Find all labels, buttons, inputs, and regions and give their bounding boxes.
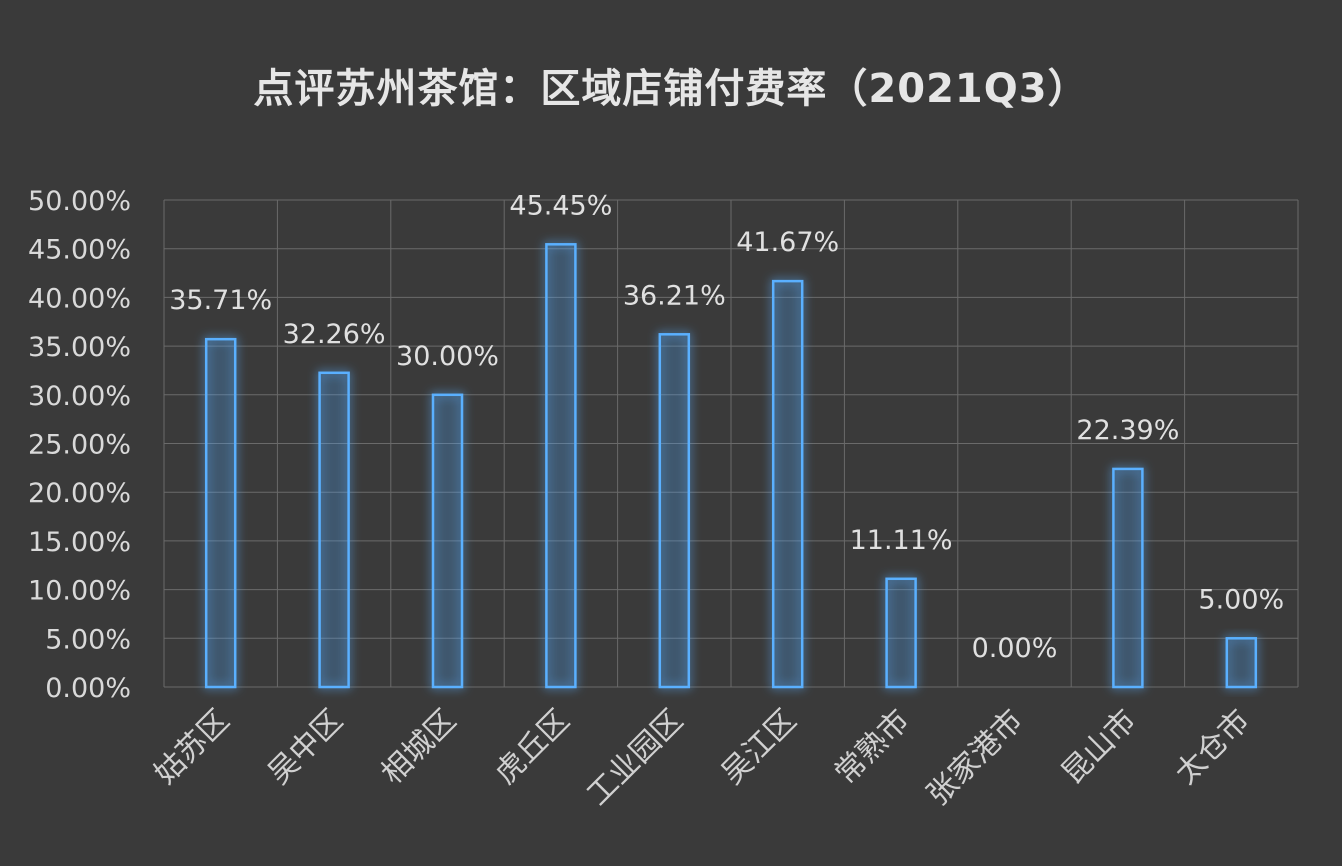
data-label: 32.26% [283, 319, 386, 350]
data-label: 5.00% [1198, 584, 1284, 615]
y-tick-label: 25.00% [28, 430, 131, 461]
data-labels: 35.71% 32.26% 30.00% 45.45% 36.21% 41.67% 11.1… [169, 190, 1284, 664]
y-tick-label: 30.00% [28, 381, 131, 412]
y-tick-label: 20.00% [28, 478, 131, 509]
x-tick-label: 太仓市 [1169, 703, 1257, 791]
data-label: 41.67% [736, 227, 839, 258]
y-tick-label: 45.00% [28, 235, 131, 266]
x-tick-label: 相城区 [375, 703, 463, 791]
category-labels: 姑苏区 吴中区 相城区 虎丘区 工业园区 吴江区 常熟市 张家港市 昆山市 太仓市 [148, 703, 1257, 813]
data-label: 11.11% [850, 525, 953, 556]
x-tick-label: 吴江区 [715, 703, 803, 791]
data-label: 36.21% [623, 280, 726, 311]
bar [204, 337, 237, 689]
x-tick-label: 虎丘区 [488, 703, 576, 791]
x-tick-label: 工业园区 [580, 703, 690, 813]
data-label: 45.45% [509, 190, 612, 221]
data-label: 22.39% [1076, 415, 1179, 446]
bar [885, 577, 917, 689]
x-tick-label: 张家港市 [921, 703, 1031, 813]
y-tick-label: 40.00% [28, 283, 131, 314]
x-tick-label: 昆山市 [1055, 703, 1143, 791]
bar [431, 393, 464, 689]
y-tick-label: 15.00% [28, 527, 131, 558]
y-tick-label: 35.00% [28, 332, 131, 363]
x-tick-label: 姑苏区 [148, 703, 236, 791]
y-axis-ticks: 0.00% 5.00% 10.00% 15.00% 20.00% 25.00% 30.00%… [28, 186, 131, 704]
y-tick-label: 5.00% [45, 624, 131, 655]
grid-layer [163, 199, 1299, 688]
bar [658, 333, 691, 689]
bar [1225, 637, 1258, 689]
y-tick-label: 10.00% [28, 576, 131, 607]
data-label: 0.00% [972, 633, 1058, 664]
bar [1112, 467, 1144, 689]
bar [545, 243, 577, 689]
bar [318, 371, 350, 689]
bar [771, 279, 804, 689]
data-label: 30.00% [396, 341, 499, 372]
data-label: 35.71% [169, 285, 272, 316]
x-tick-label: 吴中区 [261, 703, 349, 791]
y-tick-label: 50.00% [28, 186, 131, 217]
chart-title: 点评苏州茶馆：区域店铺付费率（2021Q3） [253, 66, 1089, 112]
y-tick-label: 0.00% [45, 673, 131, 704]
bars [204, 243, 1258, 689]
x-tick-label: 常熟市 [828, 703, 916, 791]
